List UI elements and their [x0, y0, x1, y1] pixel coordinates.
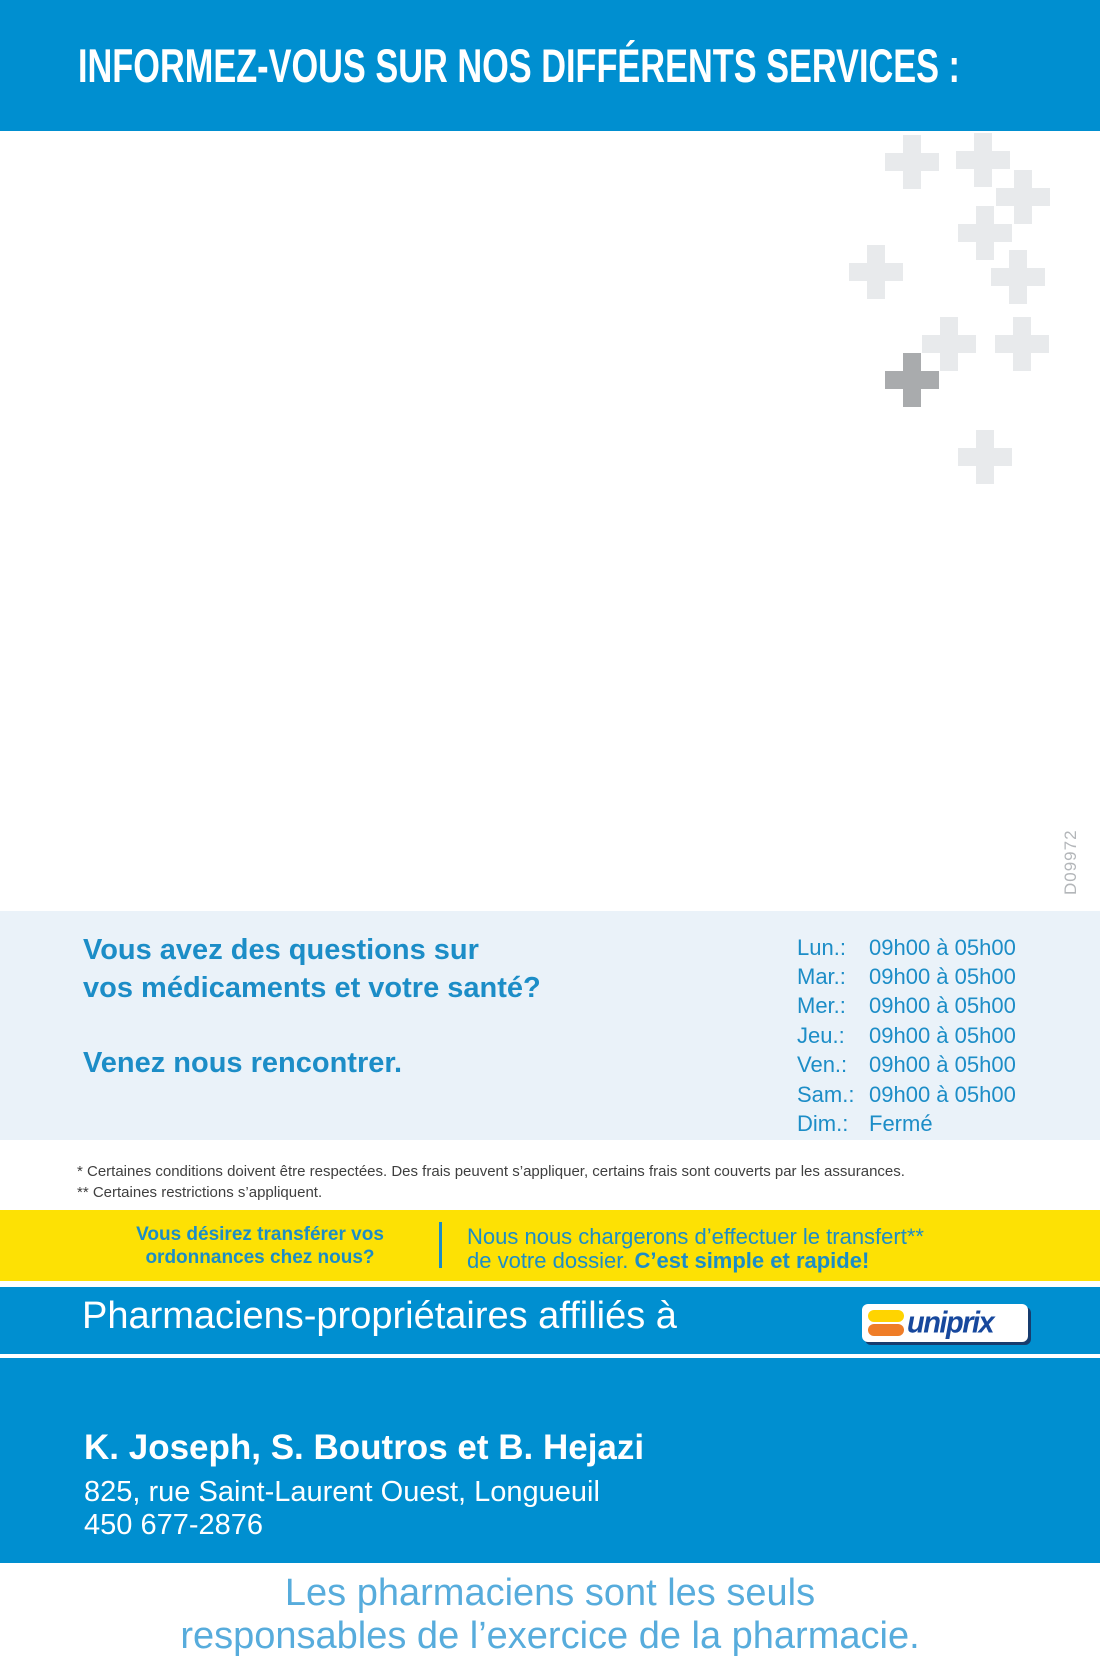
footnotes: * Certaines conditions doivent être resp… [77, 1161, 905, 1203]
hours-row: Mar.: 09h00 à 05h00 [797, 962, 1016, 991]
logo-yellow-bar-icon [868, 1310, 904, 1322]
header-band: INFORMEZ-VOUS SUR NOS DIFFÉRENTS SERVICE… [0, 0, 1100, 131]
uniprix-logo: uniprix [862, 1304, 1028, 1342]
hours-row: Sam.: 09h00 à 05h00 [797, 1080, 1016, 1109]
hours-time-value: 09h00 à 05h00 [869, 964, 1016, 990]
plus-icon [958, 206, 1012, 260]
pharmacist-names: K. Joseph, S. Boutros et B. Hejazi [84, 1428, 645, 1467]
questions-heading: Vous avez des questions sur vos médicame… [83, 931, 541, 1007]
opening-hours: Lun.: 09h00 à 05h00 Mar.: 09h00 à 05h00 Mer.… [797, 933, 1016, 1139]
hours-day-label: Sam.: [797, 1081, 855, 1107]
plus-icon [995, 317, 1049, 371]
document-code: D09972 [1061, 829, 1080, 895]
hours-row: Ven.: 09h00 à 05h00 [797, 1051, 1016, 1080]
hours-day-label: Ven.: [797, 1052, 848, 1078]
hours-day-label: Mar.: [797, 964, 846, 990]
plus-icon [849, 245, 903, 299]
hours-day-label: Lun.: [797, 934, 846, 960]
plus-icon [885, 135, 939, 189]
plus-icon [991, 250, 1045, 304]
hours-day-label: Jeu.: [797, 1022, 845, 1048]
transfer-answer: Nous nous chargerons d’effectuer le tran… [467, 1225, 924, 1273]
info-band: Vous avez des questions sur vos médicame… [0, 911, 1100, 1140]
uniprix-logo-bars-icon [868, 1310, 904, 1336]
transfer-band: Vous désirez transférer vos ordonnances … [0, 1210, 1100, 1281]
owners-block: K. Joseph, S. Boutros et B. Hejazi 825, … [0, 1358, 1100, 1563]
pharmacy-phone: 450 677-2876 [84, 1509, 263, 1541]
disclaimer-line1: Les pharmaciens sont les seuls [284, 1572, 816, 1614]
affiliation-band: Pharmaciens-propriétaires affiliés à uni… [0, 1287, 1100, 1354]
transfer-question-line1: Vous désirez transférer vos [136, 1224, 384, 1245]
hours-row: Dim.: Fermé [797, 1109, 1016, 1138]
questions-line1: Vous avez des questions sur [83, 934, 479, 966]
footnote-line1: * Certaines conditions doivent être resp… [77, 1163, 905, 1180]
transfer-answer-regular: de votre dossier. [467, 1248, 635, 1273]
transfer-answer-bold: C’est simple et rapide! [634, 1248, 870, 1273]
hours-time-value: 09h00 à 05h00 [869, 1022, 1016, 1048]
meet-us-text: Venez nous rencontrer. [83, 1047, 403, 1079]
hours-time-value: Fermé [869, 1111, 933, 1137]
logo-orange-bar-icon [868, 1324, 904, 1336]
footnote-line2: ** Certaines restrictions s’appliquent. [77, 1184, 323, 1201]
hours-time-value: 09h00 à 05h00 [869, 934, 1016, 960]
vertical-divider [439, 1222, 442, 1268]
hours-time-value: 09h00 à 05h00 [869, 993, 1016, 1019]
transfer-answer-line2: de votre dossier. C’est simple et rapide… [467, 1249, 924, 1273]
plus-icon [922, 317, 976, 371]
hours-row: Lun.: 09h00 à 05h00 [797, 933, 1016, 962]
plus-icon [885, 353, 939, 407]
pharmacy-address: 825, rue Saint-Laurent Ouest, Longueuil [84, 1476, 600, 1508]
uniprix-wordmark: uniprix [907, 1305, 995, 1340]
transfer-answer-line1: Nous nous chargerons d’effectuer le tran… [467, 1224, 924, 1249]
transfer-question: Vous désirez transférer vos ordonnances … [115, 1223, 405, 1269]
disclaimer: Les pharmaciens sont les seuls responsab… [0, 1572, 1100, 1658]
plus-icon [996, 170, 1050, 224]
page-title: INFORMEZ-VOUS SUR NOS DIFFÉRENTS SERVICE… [78, 39, 960, 92]
questions-line2: vos médicaments et votre santé? [83, 972, 541, 1004]
hours-day-label: Dim.: [797, 1111, 849, 1137]
plus-icon [956, 133, 1010, 187]
hours-time-value: 09h00 à 05h00 [869, 1052, 1016, 1078]
affiliation-text: Pharmaciens-propriétaires affiliés à [82, 1295, 677, 1337]
hours-row: Mer.: 09h00 à 05h00 [797, 992, 1016, 1021]
hours-day-label: Mer.: [797, 993, 846, 1019]
hours-time-value: 09h00 à 05h00 [869, 1081, 1016, 1107]
transfer-question-line2: ordonnances chez nous? [145, 1247, 375, 1268]
hours-row: Jeu.: 09h00 à 05h00 [797, 1021, 1016, 1050]
plus-icon [958, 430, 1012, 484]
disclaimer-line2: responsables de l’exercice de la pharmac… [180, 1615, 920, 1657]
